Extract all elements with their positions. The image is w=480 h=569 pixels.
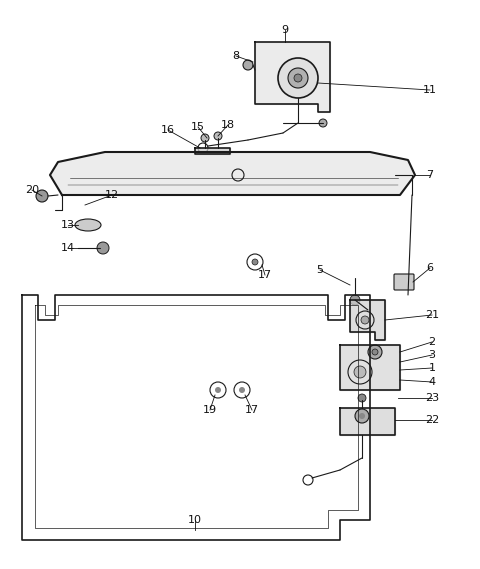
Text: 9: 9 xyxy=(281,25,288,35)
Circle shape xyxy=(243,60,253,70)
Text: 2: 2 xyxy=(429,337,435,347)
Polygon shape xyxy=(340,408,395,435)
Text: 6: 6 xyxy=(427,263,433,273)
Polygon shape xyxy=(350,300,385,340)
Circle shape xyxy=(278,58,318,98)
Circle shape xyxy=(355,409,369,423)
Text: 12: 12 xyxy=(105,190,119,200)
Polygon shape xyxy=(255,42,330,112)
Circle shape xyxy=(368,345,382,359)
Polygon shape xyxy=(50,152,415,195)
Circle shape xyxy=(239,387,245,393)
Text: 16: 16 xyxy=(161,125,175,135)
Text: 8: 8 xyxy=(232,51,240,61)
Text: 17: 17 xyxy=(245,405,259,415)
Text: 7: 7 xyxy=(426,170,433,180)
Circle shape xyxy=(372,349,378,355)
Circle shape xyxy=(350,295,360,305)
Text: 1: 1 xyxy=(429,363,435,373)
Text: 20: 20 xyxy=(25,185,39,195)
Text: 4: 4 xyxy=(429,377,435,387)
Circle shape xyxy=(294,74,302,82)
Circle shape xyxy=(252,259,258,265)
Text: 10: 10 xyxy=(188,515,202,525)
Text: 5: 5 xyxy=(316,265,324,275)
Ellipse shape xyxy=(75,219,101,231)
Text: 21: 21 xyxy=(425,310,439,320)
Circle shape xyxy=(354,366,366,378)
Text: 13: 13 xyxy=(61,220,75,230)
FancyBboxPatch shape xyxy=(394,274,414,290)
Text: 3: 3 xyxy=(429,350,435,360)
Text: 11: 11 xyxy=(423,85,437,95)
Circle shape xyxy=(361,316,369,324)
Polygon shape xyxy=(195,148,230,154)
Circle shape xyxy=(358,394,366,402)
Text: 22: 22 xyxy=(425,415,439,425)
Text: 14: 14 xyxy=(61,243,75,253)
Circle shape xyxy=(288,68,308,88)
Circle shape xyxy=(97,242,109,254)
Circle shape xyxy=(201,134,209,142)
Circle shape xyxy=(214,132,222,140)
Text: 17: 17 xyxy=(258,270,272,280)
Circle shape xyxy=(36,190,48,202)
Circle shape xyxy=(359,413,365,419)
Polygon shape xyxy=(340,345,400,390)
Text: 23: 23 xyxy=(425,393,439,403)
Circle shape xyxy=(319,119,327,127)
Circle shape xyxy=(215,387,221,393)
Text: 18: 18 xyxy=(221,120,235,130)
Text: 15: 15 xyxy=(191,122,205,132)
Text: 19: 19 xyxy=(203,405,217,415)
